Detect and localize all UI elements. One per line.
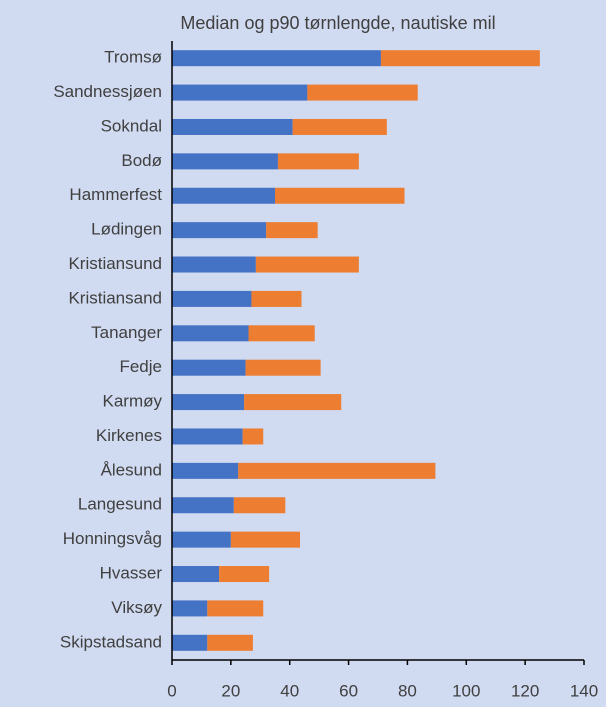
y-tick-label: Honningsvåg xyxy=(63,529,162,548)
bar-segment xyxy=(207,600,264,617)
bar-segment xyxy=(307,84,418,101)
x-tick-label: 120 xyxy=(511,681,539,700)
y-tick-label: Ålesund xyxy=(101,460,162,479)
bar-segment xyxy=(245,359,321,376)
x-tick-label: 140 xyxy=(570,681,598,700)
bar-segment xyxy=(255,256,359,273)
bar-segment xyxy=(172,462,239,479)
bar-segment xyxy=(251,290,302,307)
bar-segment xyxy=(233,497,286,514)
bar-segment xyxy=(172,497,234,514)
bar-segment xyxy=(172,566,220,583)
x-tick-label: 0 xyxy=(167,681,176,700)
bar-segment xyxy=(172,118,293,135)
y-tick-label: Skipstadsand xyxy=(60,632,162,651)
bar-segment xyxy=(238,462,436,479)
y-tick-label: Karmøy xyxy=(103,392,163,411)
y-tick-label: Fedje xyxy=(119,357,162,376)
y-tick-label: Tromsø xyxy=(104,48,162,67)
bar-segment xyxy=(172,153,278,170)
bar-segment xyxy=(244,394,342,411)
y-tick-label: Langesund xyxy=(78,495,162,514)
y-tick-label: Tananger xyxy=(91,323,162,342)
y-tick-label: Kirkenes xyxy=(96,426,162,445)
bar-segment xyxy=(172,428,243,445)
bar-segment xyxy=(172,290,252,307)
bar-segment xyxy=(172,531,231,548)
bar-segment xyxy=(248,325,315,342)
y-tick-label: Hvasser xyxy=(100,564,163,583)
bar-segment xyxy=(230,531,301,548)
bar-segment xyxy=(172,50,381,67)
bar-segment xyxy=(172,325,249,342)
bar-segment xyxy=(172,359,246,376)
y-tick-label: Sokndal xyxy=(101,116,162,135)
y-tick-label: Kristiansand xyxy=(68,288,162,307)
bar-segment xyxy=(172,634,208,651)
bar-segment xyxy=(172,394,245,411)
y-tick-label: Hammerfest xyxy=(69,185,162,204)
bar-segment xyxy=(172,84,308,101)
y-tick-label: Bodø xyxy=(121,151,162,170)
y-tick-label: Viksøy xyxy=(111,598,162,617)
bar-segment xyxy=(277,153,359,170)
x-tick-label: 60 xyxy=(339,681,358,700)
y-tick-label: Kristiansund xyxy=(68,254,162,273)
y-tick-label: Sandnessjøen xyxy=(53,82,162,101)
bar-segment xyxy=(292,118,387,135)
x-tick-label: 80 xyxy=(398,681,417,700)
bar-segment xyxy=(380,50,540,67)
bar-segment xyxy=(172,222,267,239)
bar-segment xyxy=(275,187,405,204)
bar-segment xyxy=(242,428,264,445)
x-tick-label: 100 xyxy=(452,681,480,700)
bar-segment xyxy=(172,600,208,617)
y-tick-label: Lødingen xyxy=(91,220,162,239)
bar-segment xyxy=(219,566,270,583)
bar-segment xyxy=(207,634,253,651)
chart-title: Median og p90 tørnlengde, nautiske mil xyxy=(180,13,495,33)
x-tick-label: 20 xyxy=(221,681,240,700)
bar-segment xyxy=(172,256,256,273)
bar-segment xyxy=(266,222,318,239)
bar-segment xyxy=(172,187,275,204)
x-tick-label: 40 xyxy=(280,681,299,700)
